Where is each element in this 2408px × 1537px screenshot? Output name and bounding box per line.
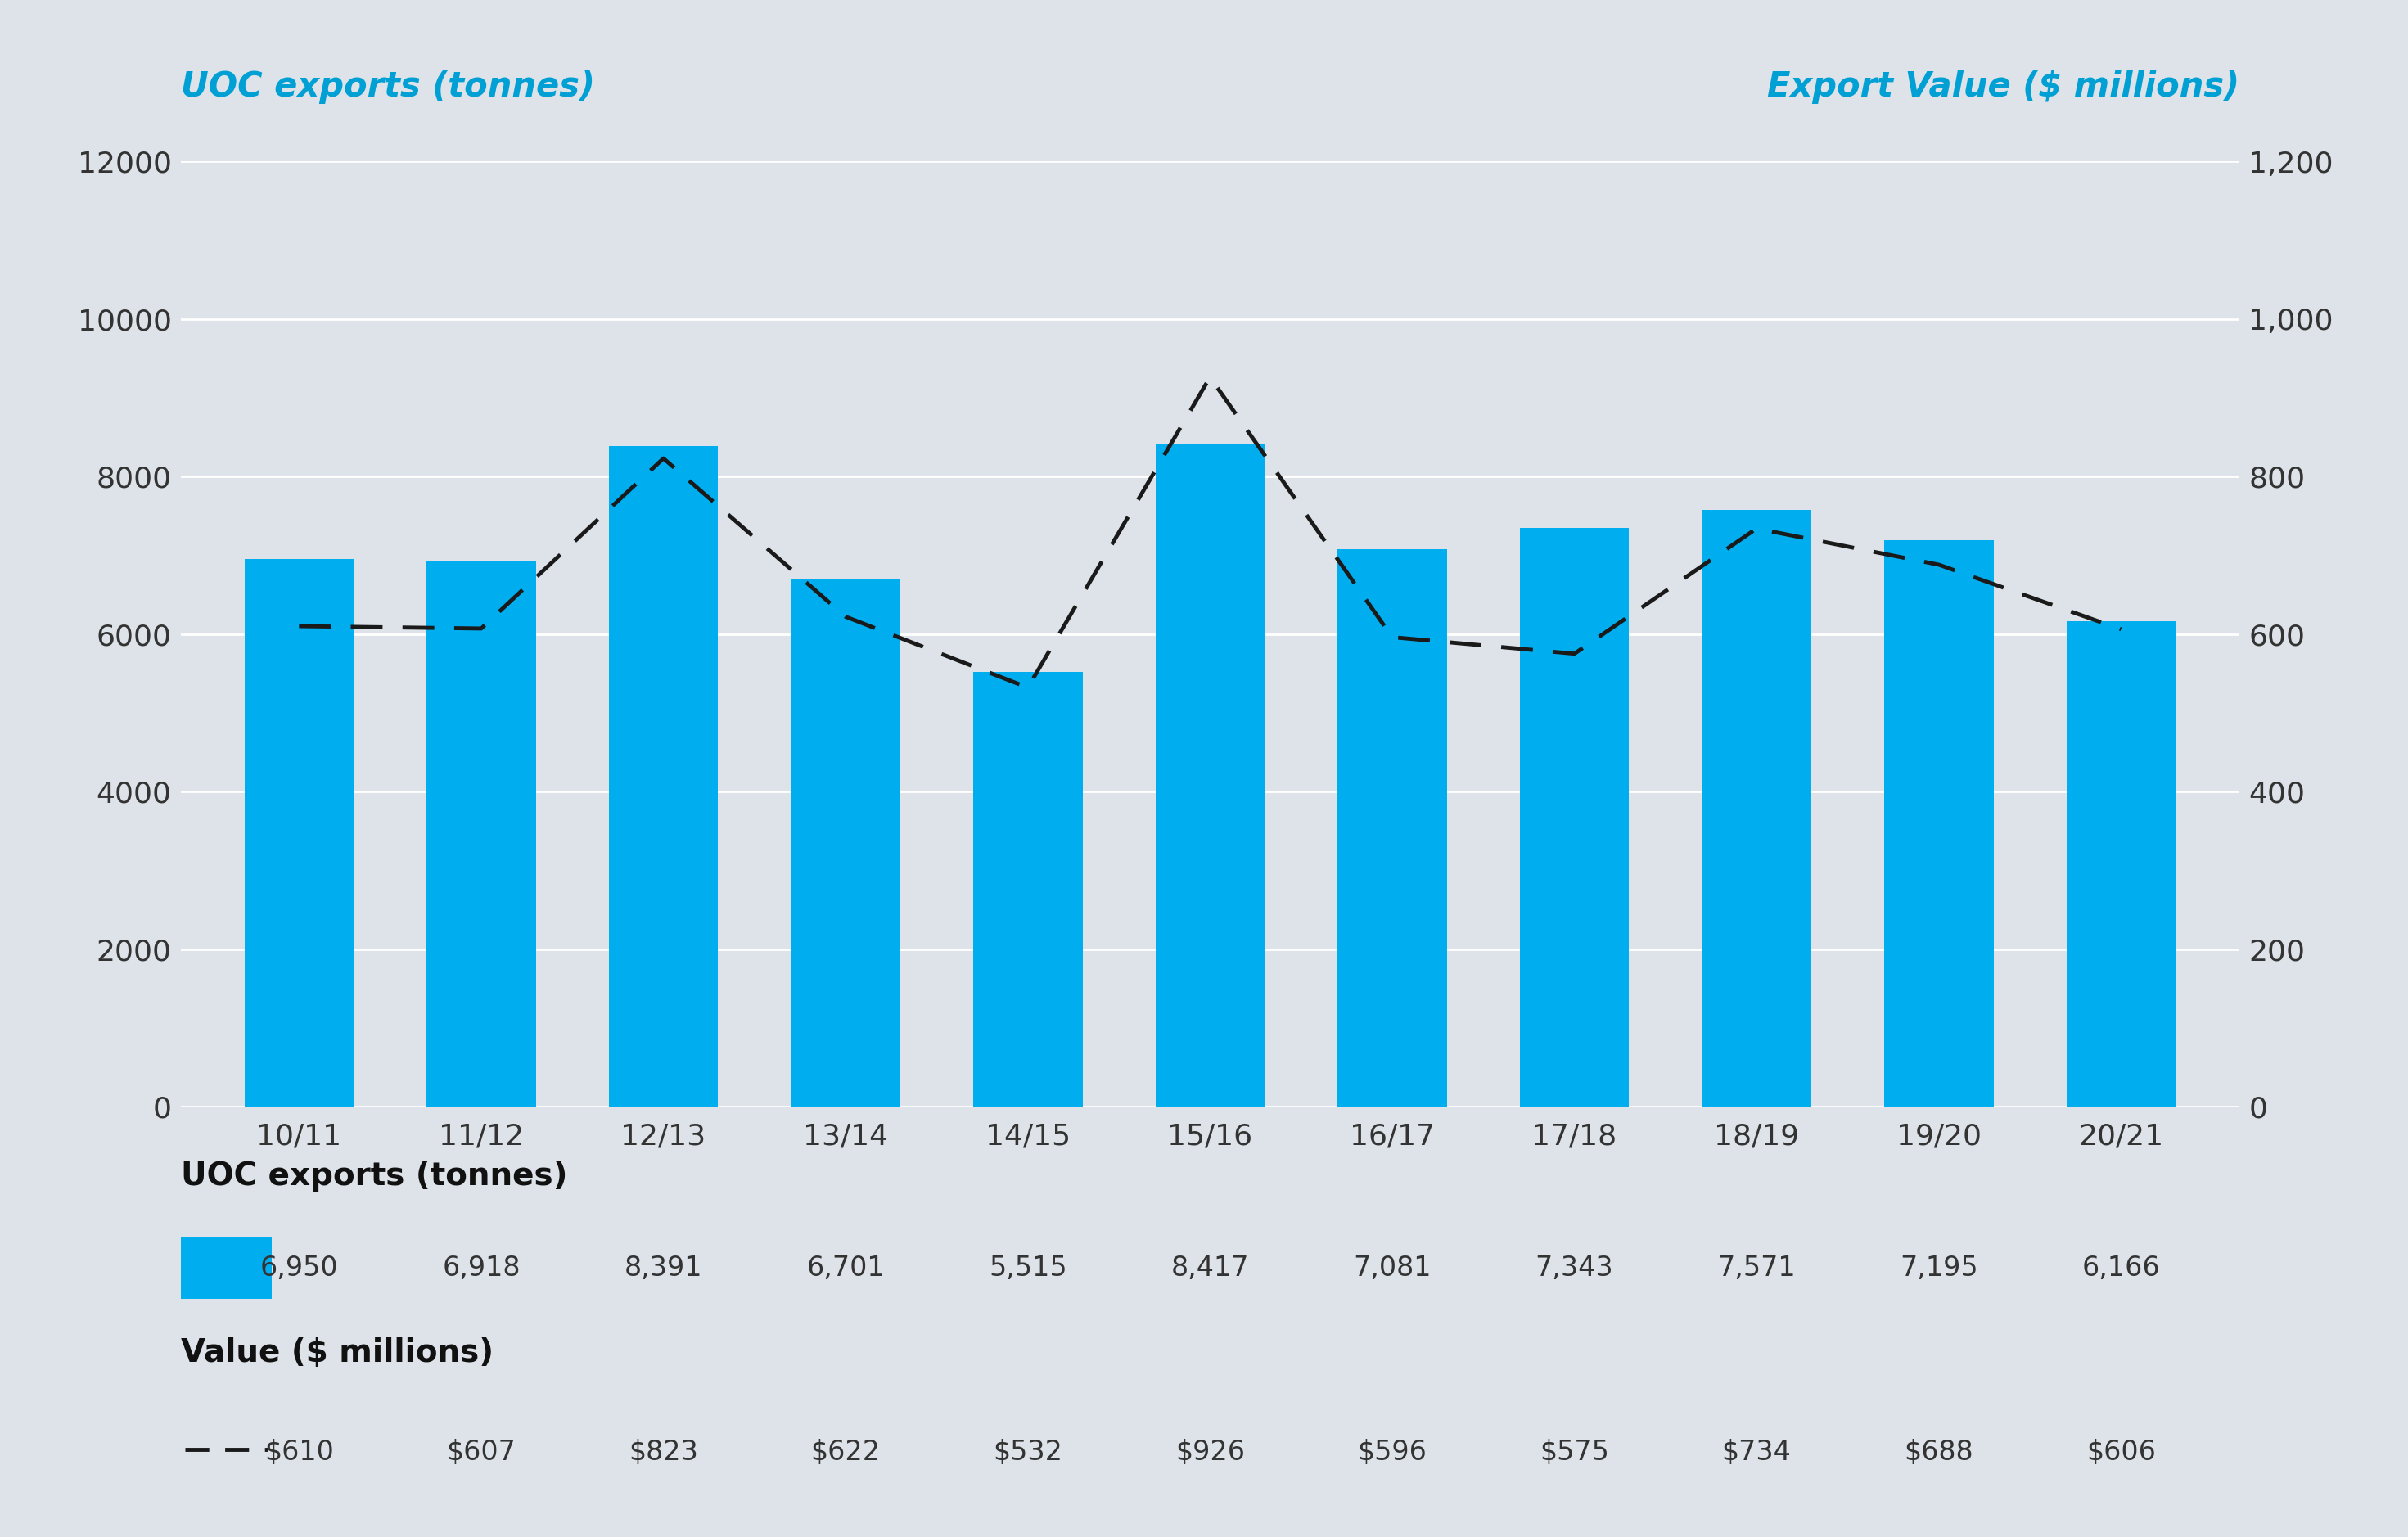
Bar	[790, 579, 901, 1107]
Text: 6,701: 6,701	[807, 1254, 884, 1282]
Bar	[1336, 549, 1447, 1107]
Bar	[609, 446, 718, 1107]
Text: 7,571: 7,571	[1717, 1254, 1796, 1282]
Bar	[2066, 621, 2177, 1107]
Bar	[243, 559, 354, 1107]
Bar	[1702, 510, 1811, 1107]
Text: $622: $622	[811, 1439, 881, 1466]
Text: $532: $532	[992, 1439, 1062, 1466]
Text: 6,950: 6,950	[260, 1254, 337, 1282]
Text: 7,081: 7,081	[1353, 1254, 1430, 1282]
Bar	[426, 561, 537, 1107]
Text: 6,166: 6,166	[2083, 1254, 2160, 1282]
Text: $606: $606	[2085, 1439, 2155, 1466]
Text: $575: $575	[1539, 1439, 1609, 1466]
Text: Export Value ($ millions): Export Value ($ millions)	[1767, 69, 2239, 103]
Text: 6,918: 6,918	[443, 1254, 520, 1282]
Text: $734: $734	[1722, 1439, 1792, 1466]
Text: 7,343: 7,343	[1536, 1254, 1613, 1282]
Text: UOC exports (tonnes): UOC exports (tonnes)	[181, 1160, 568, 1191]
Bar	[1156, 444, 1264, 1107]
Text: 8,391: 8,391	[624, 1254, 703, 1282]
Text: $596: $596	[1358, 1439, 1428, 1466]
Text: Value ($ millions): Value ($ millions)	[181, 1337, 494, 1368]
Bar	[1883, 539, 1994, 1107]
Text: $607: $607	[445, 1439, 515, 1466]
Bar	[1519, 529, 1630, 1107]
Text: $610: $610	[265, 1439, 335, 1466]
Text: $823: $823	[628, 1439, 698, 1466]
Text: $688: $688	[1905, 1439, 1975, 1466]
Text: 7,195: 7,195	[1900, 1254, 1977, 1282]
Text: 8,417: 8,417	[1170, 1254, 1250, 1282]
Text: UOC exports (tonnes): UOC exports (tonnes)	[181, 69, 595, 103]
Text: 5,515: 5,515	[990, 1254, 1067, 1282]
Bar	[973, 672, 1084, 1107]
Text: $926: $926	[1175, 1439, 1245, 1466]
